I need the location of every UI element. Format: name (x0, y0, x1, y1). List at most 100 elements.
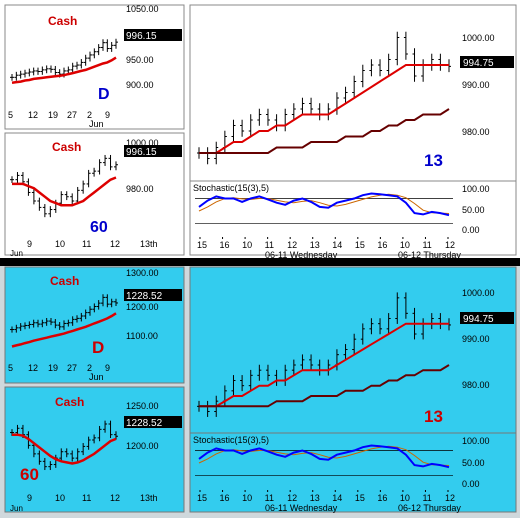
top-hourly-ytick: 980.00 (126, 184, 154, 194)
top-intraday-xtick: 10 (242, 240, 252, 250)
top-intraday-date-right: 06-12 Thursday (398, 250, 461, 260)
top-hourly-tag: 60 (90, 219, 108, 236)
bottom-intraday-price-box (460, 312, 514, 324)
top-daily-xtick: 19 (48, 110, 58, 120)
top-hourly-price-box (124, 145, 182, 157)
bottom-intraday-date-left: 06-11 Wednesday (265, 503, 338, 513)
bottom-daily-xtick: 9 (105, 363, 110, 373)
top-intraday-xtick: 10 (400, 240, 410, 250)
top-intraday-xtick: 15 (197, 240, 207, 250)
top-hourly-frame (4, 132, 185, 256)
top-hourly-xtick: 9 (27, 239, 32, 249)
top-intraday-date-left: 06-11 Wednesday (265, 250, 338, 260)
top-daily-plot (10, 38, 118, 84)
bottom-intraday-frame (189, 266, 517, 513)
top-intraday-price-box (460, 56, 514, 68)
bottom-daily-ma-line (11, 312, 117, 348)
top-daily-panel[interactable]: Cash D 1050.00 950.00 900.00 996.15 5 12… (4, 4, 185, 130)
bottom-hourly-price-box (124, 416, 182, 428)
bottom-daily-xtick: 2 (87, 363, 92, 373)
bottom-half: Cash D 1300.00 1200.00 1100.00 1228.52 5… (0, 266, 520, 518)
bottom-intraday-xticks: 15 16 10 11 12 13 14 15 16 10 11 12 (197, 490, 455, 503)
bottom-daily-last-price: 1228.52 (126, 291, 163, 302)
bottom-intraday-ytick: 990.00 (462, 334, 490, 344)
top-daily-month: Jun (89, 119, 104, 129)
top-hourly-xtick: 12 (110, 239, 120, 249)
top-hourly-ma-line (12, 176, 117, 207)
bottom-intraday-xtick: 10 (400, 493, 410, 503)
bottom-intraday-stoch-k-line (198, 444, 450, 469)
top-intraday-last-price: 994.75 (463, 58, 494, 69)
top-daily-xtick: 12 (28, 110, 38, 120)
top-hourly-plot (10, 154, 118, 218)
bottom-intraday-xtick: 14 (332, 493, 342, 503)
top-hourly-month: Jun (10, 249, 23, 258)
top-half: Cash D 1050.00 950.00 900.00 996.15 5 12… (0, 0, 520, 260)
top-hourly-last-price: 996.15 (126, 147, 157, 158)
bottom-daily-ytick: 1300.00 (126, 268, 159, 278)
bottom-daily-price-box (124, 289, 182, 301)
top-intraday-tag: 13 (424, 151, 443, 170)
bottom-hourly-xtick: 13th (140, 493, 158, 503)
top-hourly-label: Cash (52, 140, 81, 154)
top-intraday-xtick: 12 (445, 240, 455, 250)
top-hourly-panel[interactable]: Cash 60 1000.00 980.00 996.15 9 10 11 12… (4, 132, 185, 258)
bottom-intraday-plot (195, 292, 453, 476)
bottom-intraday-xtick: 16 (377, 493, 387, 503)
top-daily-xtick: 9 (105, 110, 110, 120)
bottom-intraday-xtick: 12 (287, 493, 297, 503)
bottom-hourly-xtick: 11 (82, 493, 91, 503)
bottom-hourly-xtick: 9 (27, 493, 32, 503)
bottom-hourly-label: Cash (55, 395, 84, 409)
top-intraday-xtick: 16 (220, 240, 230, 250)
bottom-daily-panel[interactable]: Cash D 1300.00 1200.00 1100.00 1228.52 5… (4, 266, 185, 384)
bottom-hourly-ma-line (12, 433, 117, 465)
bottom-daily-month: Jun (89, 372, 104, 382)
top-intraday-frame (189, 4, 517, 256)
bottom-intraday-xtick: 15 (197, 493, 207, 503)
bottom-stoch-label: Stochastic(15(3),5) (193, 435, 269, 445)
top-daily-ytick: 900.00 (126, 80, 154, 90)
bottom-intraday-xtick: 10 (242, 493, 252, 503)
top-hourly-xtick: 10 (55, 239, 65, 249)
bottom-hourly-plot (10, 420, 118, 471)
top-stoch-ytick: 0.00 (462, 225, 480, 235)
bottom-hourly-xtick: 12 (110, 493, 120, 503)
top-intraday-xtick: 15 (355, 240, 365, 250)
bottom-daily-xtick: 27 (67, 363, 77, 373)
bottom-intraday-last-price: 994.75 (463, 314, 494, 325)
bottom-intraday-stoch-d-line (198, 445, 450, 466)
top-hourly-xtick: 11 (82, 239, 91, 249)
bottom-daily-plot (10, 294, 118, 348)
bottom-daily-xtick: 19 (48, 363, 58, 373)
top-daily-tag: D (98, 86, 110, 103)
bottom-intraday-xtick: 16 (220, 493, 230, 503)
top-intraday-plot (195, 31, 453, 224)
top-intraday-xtick: 12 (287, 240, 297, 250)
top-intraday-panel[interactable]: 13 1000.00 990.00 980.00 994.75 Stochast… (189, 4, 517, 260)
top-daily-ytick: 950.00 (126, 55, 154, 65)
top-hourly-ytick: 1000.00 (126, 138, 159, 148)
bottom-hourly-xtick: 10 (55, 493, 65, 503)
bottom-hourly-ytick: 1250.00 (126, 401, 159, 411)
top-stoch-label: Stochastic(15(3),5) (193, 183, 269, 193)
bottom-hourly-ytick: 1200.00 (126, 441, 159, 451)
bottom-intraday-xtick: 12 (445, 493, 455, 503)
bottom-hourly-panel[interactable]: Cash 60 1250.00 1200.00 1228.52 9 10 11 … (4, 386, 185, 513)
top-stoch-ytick: 50.00 (462, 205, 485, 215)
top-intraday-xtick: 13 (310, 240, 320, 250)
top-stoch-ytick: 100.00 (462, 184, 490, 194)
top-intraday-stoch-k-line (198, 192, 450, 217)
bottom-intraday-date-right: 06-12 Thursday (398, 503, 461, 513)
top-intraday-xticks: 15 16 10 11 12 13 14 15 16 10 11 12 (197, 237, 455, 250)
bottom-intraday-tag: 13 (424, 407, 443, 426)
bottom-intraday-panel[interactable]: 13 1000.00 990.00 980.00 994.75 Stochast… (189, 266, 517, 513)
bottom-intraday-ytick: 980.00 (462, 380, 490, 390)
section-divider (0, 258, 520, 266)
bottom-hourly-month: Jun (10, 504, 23, 513)
top-intraday-ma-fast-line (199, 64, 449, 154)
bottom-daily-tag: D (92, 338, 104, 357)
bottom-stoch-ytick: 100.00 (462, 436, 490, 446)
